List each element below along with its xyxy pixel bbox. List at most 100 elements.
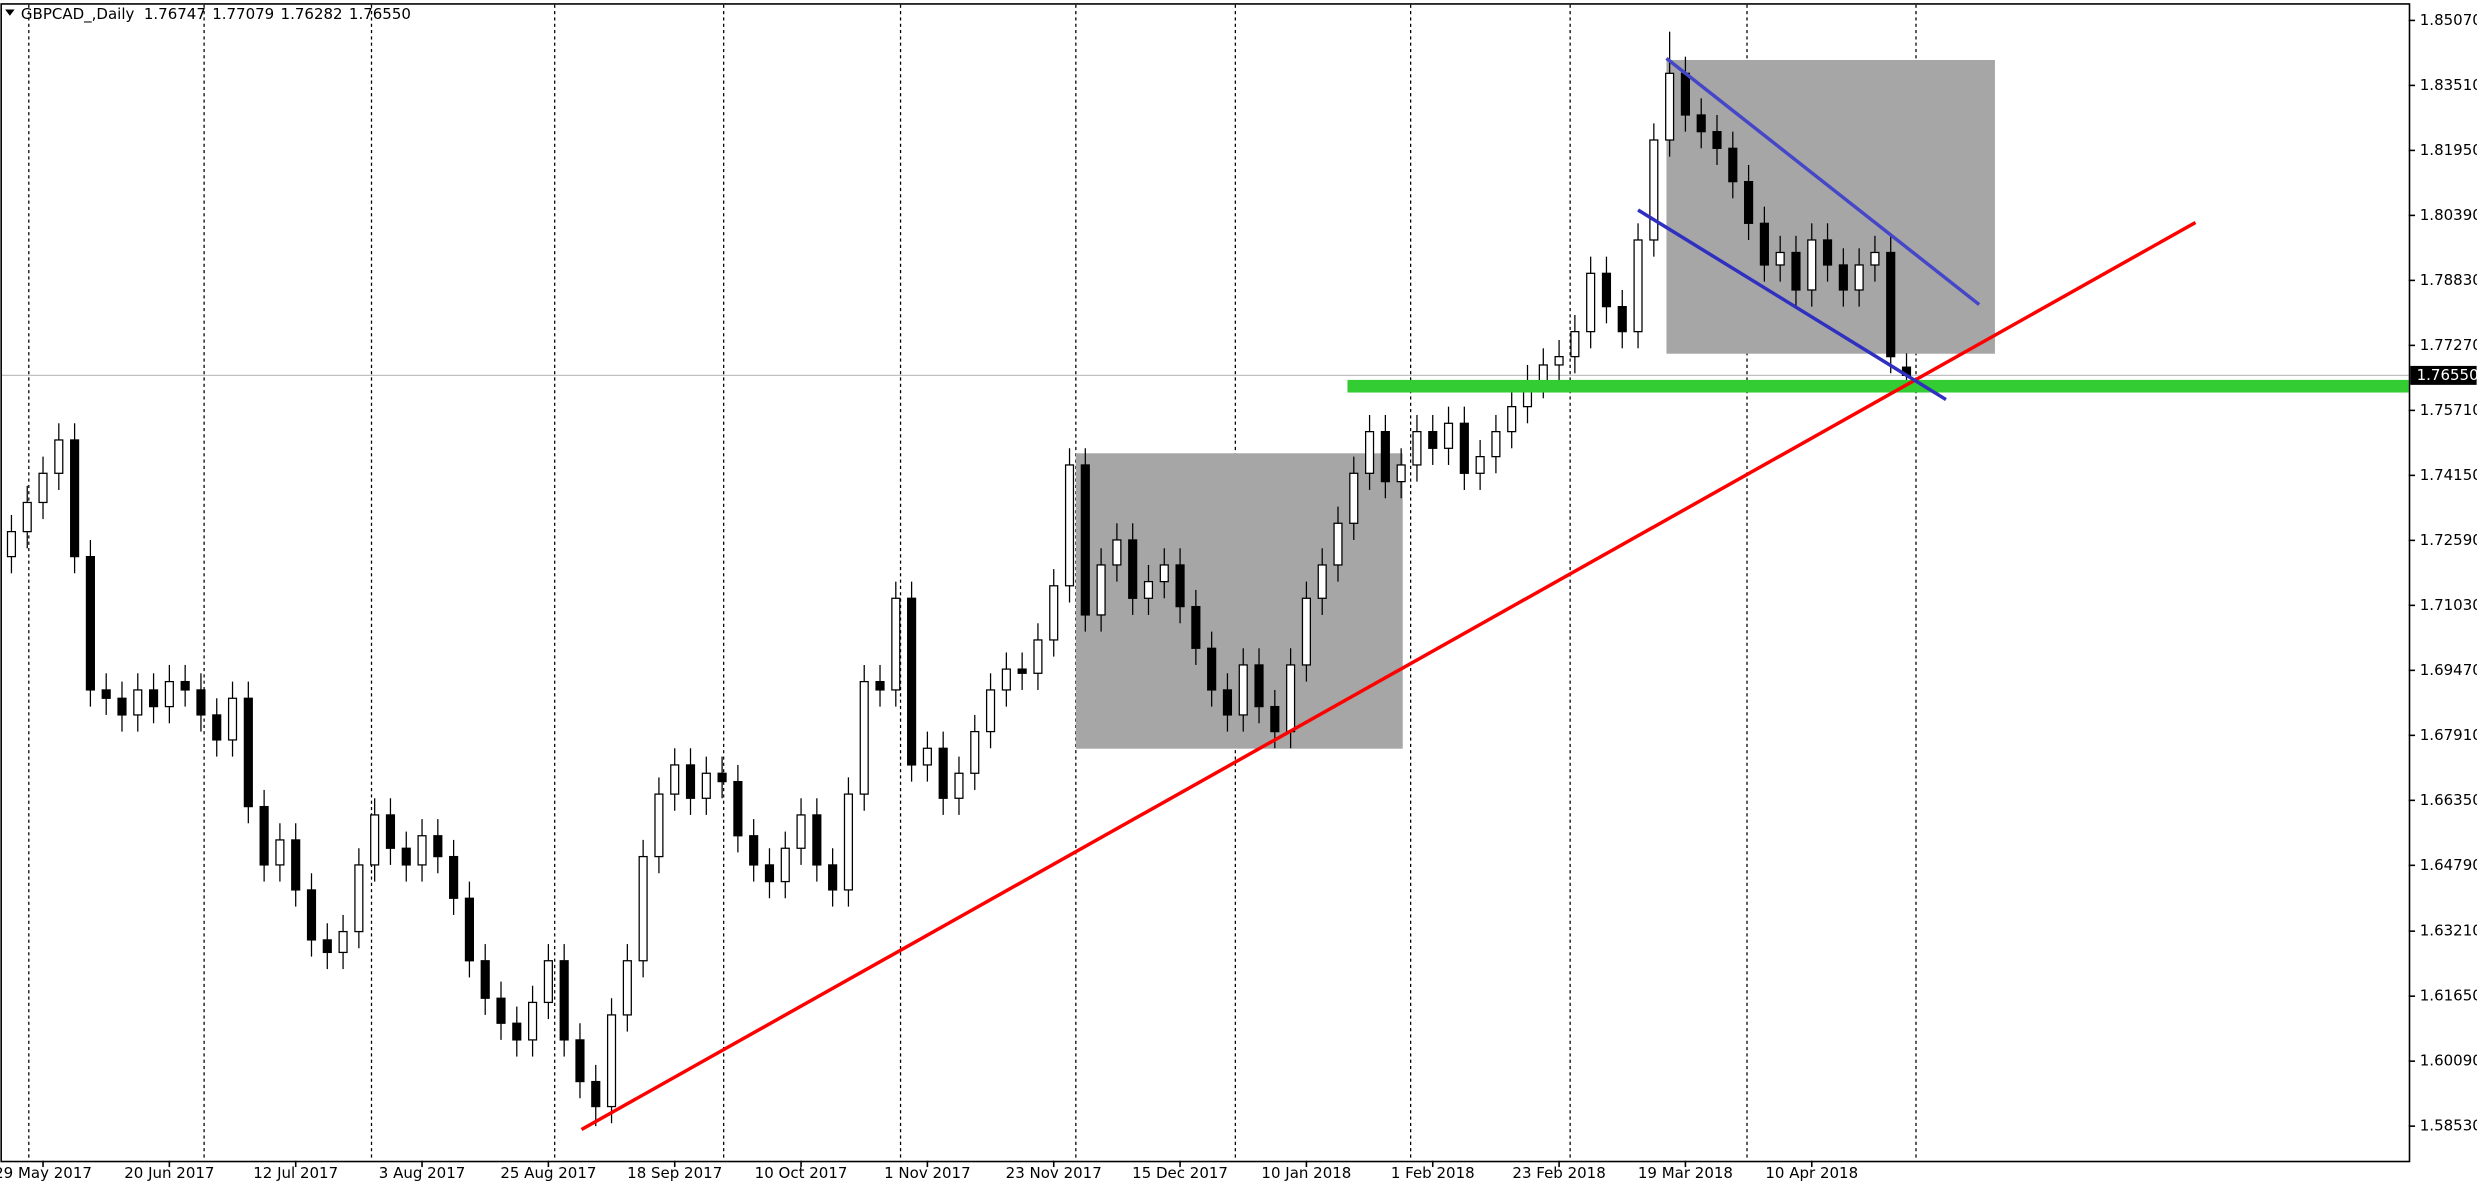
candle-body [1475,455,1485,474]
candle-body [38,472,48,504]
candle-body [1128,539,1138,599]
candle-body [764,864,775,883]
candle-body [385,814,396,849]
candle-body [1207,647,1217,691]
candle-body [480,960,490,999]
candle-body [1759,222,1769,266]
candle-body [606,1014,617,1108]
candle-body [1633,239,1643,333]
price-tag [2410,365,2477,385]
candle-body [1270,705,1280,733]
y-tick-label: 1.83510 [2420,76,2477,94]
candle-body [1017,668,1027,674]
candle-body [433,835,443,858]
candle-body [148,689,159,708]
candle-body [1491,430,1501,458]
candle-body [954,772,964,799]
candle-body [259,805,269,866]
candle-body [812,814,822,866]
x-tick-label: 23 Feb 2018 [1512,1164,1605,1182]
candle-body [1238,664,1248,716]
x-tick-label: 15 Dec 2017 [1132,1164,1228,1182]
candle-body [859,680,869,795]
candle-body [70,439,80,558]
candle-body [1222,689,1233,716]
candle-body [1333,522,1343,566]
candle-body [306,889,317,941]
x-tick-label: 10 Jan 2018 [1261,1164,1351,1182]
x-tick-label: 23 Nov 2017 [1006,1164,1102,1182]
candle-body [1807,239,1817,291]
candle-body [1254,664,1264,708]
candle-body [6,530,17,558]
candle-body [164,680,174,708]
axes: 1.85070 1.83510 1.81950 1.80390 1.78830 1.772… [0,11,2477,1182]
y-tick-label: 1.58530 [2420,1117,2477,1135]
candle-body [638,855,648,962]
candle-body [685,764,696,799]
x-tick-label: 12 Jul 2017 [253,1164,338,1182]
candle-body [701,772,711,799]
candle-body [828,864,838,891]
y-tick-label: 1.75710 [2420,401,2477,419]
candle-body [1649,139,1659,241]
candle-body [322,939,332,954]
candle-body [1870,251,1880,266]
candle-body [1570,331,1580,358]
y-tick-label: 1.67910 [2420,726,2477,744]
candle-body [1665,72,1675,141]
candle-body [1080,464,1090,616]
y-tick-label: 1.71030 [2420,596,2477,614]
candle-body [1728,147,1738,183]
candle-body [54,439,64,474]
candle-body [117,697,127,716]
candle-body [1033,639,1043,674]
y-tick-label: 1.69470 [2420,661,2477,679]
y-tick-label: 1.60090 [2420,1052,2477,1070]
candle-body [1412,430,1422,466]
candle-body [1601,272,1612,308]
candle-body [1112,539,1122,566]
trend-line [1665,56,1981,306]
x-tick-label: 20 Jun 2017 [124,1164,214,1182]
candle-body [1001,668,1011,691]
candle-body [1191,605,1201,649]
support-band [1347,379,2409,393]
candle-body [1380,430,1390,483]
candle-body [970,730,980,774]
candle-body [1507,405,1517,433]
close-value: 1.76550 [349,5,411,23]
candle-body [1096,564,1106,616]
candle-body [1791,251,1801,291]
candle-body [1443,422,1454,449]
candle-body [1822,239,1833,266]
candle-body [1696,114,1706,133]
candle-body [843,793,854,891]
candle-body [401,847,411,866]
candle-body [449,855,459,899]
candle-body [1301,597,1311,666]
candle-body [1617,306,1627,333]
x-tick-label: 29 May 2017 [0,1164,92,1182]
candle-body [559,960,569,1041]
candle-body [938,747,948,799]
candle-body [1286,664,1296,733]
low-value: 1.76282 [281,5,343,23]
candle-body [180,680,190,691]
candle-body [670,764,680,795]
candle-body [1854,264,1864,291]
candle-body [1143,580,1154,599]
candle-body [1049,585,1059,641]
candle-body [354,864,364,933]
candle-body [1159,564,1169,583]
x-tick-label: 25 Aug 2017 [500,1164,596,1182]
y-tick-label: 1.74150 [2420,466,2477,484]
candle-body [907,597,917,766]
candle-body [528,1001,538,1041]
candle-body [85,555,95,691]
candle-body [338,930,348,954]
candle-body [196,689,206,716]
y-tick-label: 1.66350 [2420,791,2477,809]
candle-body [1712,131,1722,149]
